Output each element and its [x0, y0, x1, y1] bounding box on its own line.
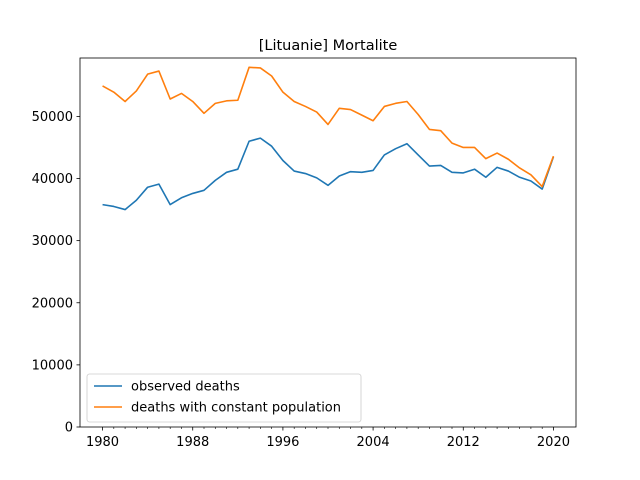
- x-tick-label: 1980: [86, 435, 119, 450]
- y-axis: 0 10000 20000 30000 40000 50000: [32, 110, 80, 436]
- series-line-1: [102, 137, 555, 211]
- x-tick-label: 2012: [447, 435, 480, 450]
- y-tick-label: 10000: [32, 358, 73, 373]
- x-tick-label: 2004: [357, 435, 390, 450]
- y-tick-label: 30000: [32, 234, 73, 249]
- series-line-2: [102, 66, 555, 188]
- chart-title: [Lituanie] Mortalite: [259, 38, 398, 54]
- y-tick-label: 50000: [32, 110, 73, 125]
- plot-frame: [79, 57, 577, 428]
- y-tick-label: 20000: [32, 296, 73, 311]
- legend: observed deaths deaths with constant popu…: [86, 373, 362, 423]
- x-axis: 1980 1988 1996 2004 2012 2020: [86, 427, 570, 450]
- y-tick-label: 40000: [32, 172, 73, 187]
- y-tick-label: 0: [65, 421, 73, 436]
- legend-label-1: observed deaths: [131, 380, 240, 395]
- x-tick-label: 1988: [176, 435, 209, 450]
- x-tick-label: 2020: [537, 435, 570, 450]
- x-tick-label: 1996: [266, 435, 299, 450]
- plot-area: [79, 57, 577, 428]
- series-layer: [102, 66, 555, 211]
- legend-box: [86, 373, 362, 423]
- legend-label-2: deaths with constant population: [131, 401, 341, 416]
